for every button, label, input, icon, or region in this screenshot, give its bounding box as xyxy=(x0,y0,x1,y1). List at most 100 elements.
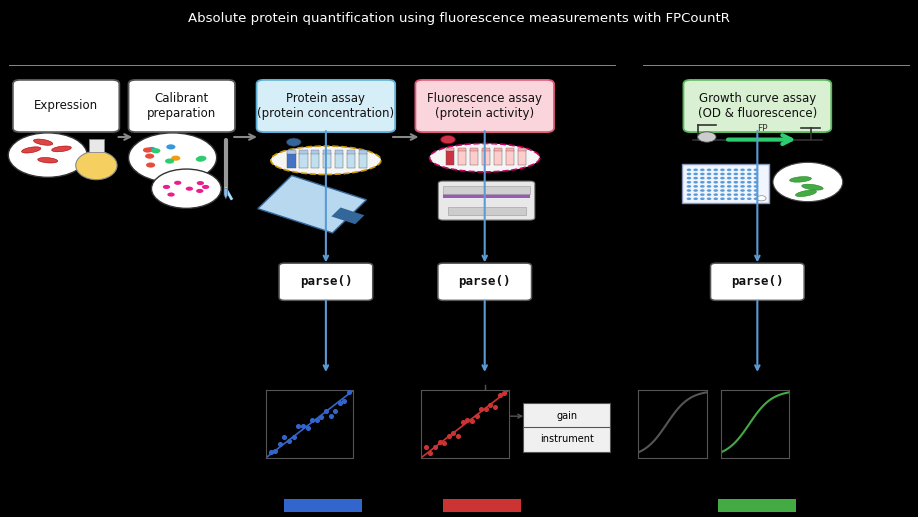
Circle shape xyxy=(733,169,738,171)
Circle shape xyxy=(720,185,724,188)
Circle shape xyxy=(693,189,698,192)
Circle shape xyxy=(167,192,174,196)
Circle shape xyxy=(185,187,193,191)
Circle shape xyxy=(733,193,738,196)
Bar xyxy=(470,150,478,165)
Ellipse shape xyxy=(51,146,72,152)
Bar xyxy=(518,148,526,151)
Circle shape xyxy=(727,169,732,171)
Bar xyxy=(323,153,331,168)
Circle shape xyxy=(747,169,752,171)
Circle shape xyxy=(747,173,752,175)
Circle shape xyxy=(713,169,718,171)
Circle shape xyxy=(733,189,738,192)
Circle shape xyxy=(166,144,175,149)
Circle shape xyxy=(733,173,738,175)
Circle shape xyxy=(740,181,744,184)
Bar xyxy=(448,206,526,215)
Circle shape xyxy=(693,173,698,175)
Circle shape xyxy=(707,189,711,192)
Text: Absolute protein quantification using fluorescence measurements with FPCountR: Absolute protein quantification using fl… xyxy=(188,11,730,25)
Point xyxy=(337,397,352,405)
Circle shape xyxy=(740,185,744,188)
FancyBboxPatch shape xyxy=(523,427,610,452)
Circle shape xyxy=(747,181,752,184)
Circle shape xyxy=(700,177,705,179)
Circle shape xyxy=(698,132,716,142)
Bar xyxy=(443,186,531,194)
Bar xyxy=(331,207,364,224)
FancyBboxPatch shape xyxy=(256,80,396,132)
Circle shape xyxy=(197,156,207,161)
Circle shape xyxy=(441,135,455,144)
Bar xyxy=(359,150,367,154)
Circle shape xyxy=(147,147,156,152)
Circle shape xyxy=(693,197,698,200)
Circle shape xyxy=(151,169,221,208)
Point xyxy=(286,433,301,442)
Circle shape xyxy=(707,177,711,179)
Circle shape xyxy=(687,185,691,188)
Bar xyxy=(518,150,526,165)
Circle shape xyxy=(700,193,705,196)
FancyBboxPatch shape xyxy=(439,181,534,220)
Circle shape xyxy=(754,193,758,196)
Circle shape xyxy=(713,177,718,179)
Circle shape xyxy=(196,189,204,193)
Circle shape xyxy=(707,197,711,200)
Circle shape xyxy=(747,197,752,200)
Text: instrument: instrument xyxy=(540,434,594,445)
Point xyxy=(268,447,283,455)
Circle shape xyxy=(727,189,732,192)
Circle shape xyxy=(693,185,698,188)
Point xyxy=(305,416,319,424)
Text: parse(): parse() xyxy=(458,275,511,288)
Point xyxy=(341,388,356,397)
Bar xyxy=(458,150,466,165)
Circle shape xyxy=(754,197,758,200)
Point xyxy=(446,429,461,437)
Ellipse shape xyxy=(430,144,540,172)
Circle shape xyxy=(747,189,752,192)
Circle shape xyxy=(727,173,732,175)
Circle shape xyxy=(196,157,205,162)
Circle shape xyxy=(733,185,738,188)
Point xyxy=(314,413,329,421)
Circle shape xyxy=(700,189,705,192)
FancyBboxPatch shape xyxy=(258,175,366,233)
Circle shape xyxy=(707,173,711,175)
Bar xyxy=(494,148,502,151)
Point xyxy=(437,439,452,447)
Bar xyxy=(347,150,355,154)
Ellipse shape xyxy=(801,184,823,190)
Point xyxy=(460,416,475,424)
Circle shape xyxy=(740,189,744,192)
Circle shape xyxy=(733,181,738,184)
Bar xyxy=(287,153,296,168)
Circle shape xyxy=(700,197,705,200)
FancyBboxPatch shape xyxy=(13,80,119,132)
Point xyxy=(419,443,433,451)
Point xyxy=(423,448,438,457)
Text: parse(): parse() xyxy=(731,275,784,288)
Point xyxy=(469,412,484,420)
Point xyxy=(483,401,498,409)
Circle shape xyxy=(727,197,732,200)
Bar xyxy=(347,153,355,168)
Bar xyxy=(359,153,367,168)
Circle shape xyxy=(713,197,718,200)
Ellipse shape xyxy=(796,190,816,196)
Circle shape xyxy=(687,193,691,196)
Circle shape xyxy=(171,156,180,161)
Bar xyxy=(482,148,490,151)
Circle shape xyxy=(713,181,718,184)
Circle shape xyxy=(707,181,711,184)
Point xyxy=(497,389,511,398)
Bar xyxy=(299,150,308,154)
Point xyxy=(332,399,347,407)
Circle shape xyxy=(754,185,758,188)
Bar xyxy=(718,499,796,512)
Text: Expression: Expression xyxy=(34,99,98,113)
Bar xyxy=(299,153,308,168)
Circle shape xyxy=(740,177,744,179)
